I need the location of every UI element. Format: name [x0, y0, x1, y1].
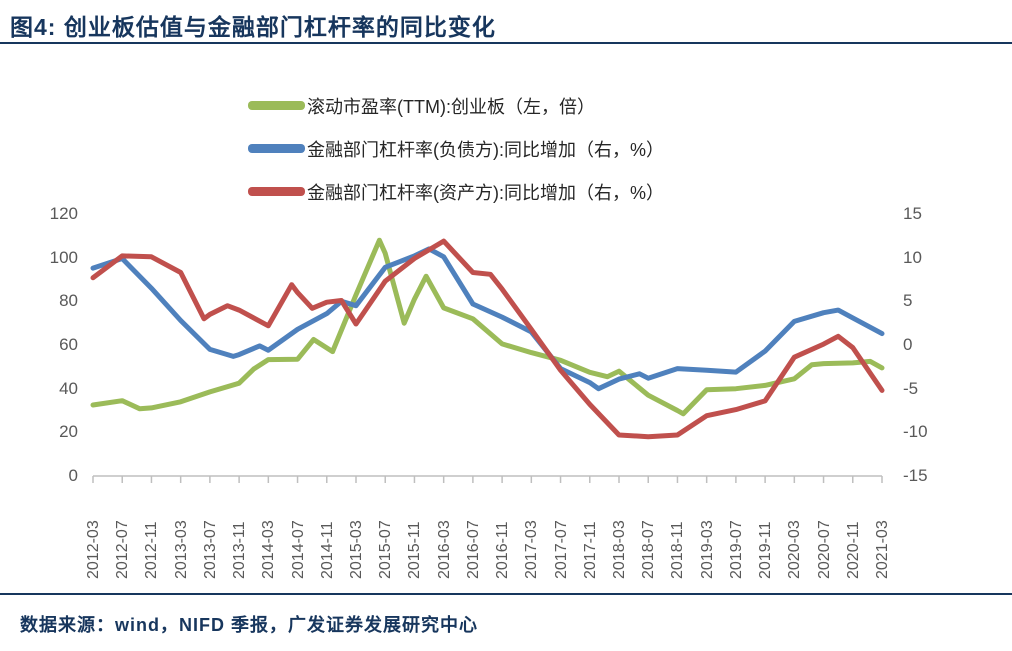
x-axis-label: 2021-03	[874, 520, 891, 579]
x-axis-label: 2019-07	[727, 520, 745, 579]
series-line-2	[90, 238, 885, 440]
y-axis-label-right: -10	[903, 422, 928, 442]
x-axis-label: 2018-11	[669, 521, 687, 579]
legend-swatch-icon	[248, 101, 305, 110]
series-line-1	[90, 246, 885, 392]
x-axis-label: 2018-07	[640, 520, 658, 579]
y-axis-label-left: 100	[49, 247, 78, 267]
legend-item-1: 金融部门杠杆率(负债方):同比增加（右，%）	[248, 127, 664, 170]
y-axis-label-left: 40	[59, 378, 78, 398]
x-axis-label: 2019-11	[757, 521, 775, 579]
legend: 滚动市盈率(TTM):创业板（左，倍） 金融部门杠杆率(负债方):同比增加（右，%…	[248, 84, 664, 213]
x-axis-label: 2013-11	[231, 521, 249, 579]
legend-swatch-icon	[248, 187, 305, 196]
y-axis-label-right: 5	[903, 291, 913, 311]
x-axis-label: 2012-03	[85, 520, 102, 579]
y-axis-label-left: 20	[59, 422, 78, 442]
legend-label: 金融部门杠杆率(资产方):同比增加（右，%）	[307, 182, 664, 203]
x-axis-label: 2014-11	[318, 521, 336, 579]
y-axis-label-left: 120	[49, 204, 78, 223]
title-divider	[0, 42, 1012, 44]
x-axis-label: 2013-07	[201, 520, 219, 579]
x-axis-label: 2020-11	[844, 521, 862, 579]
x-axis-label: 2014-07	[289, 520, 307, 579]
x-axis-label: 2020-07	[815, 520, 833, 579]
legend-swatch-icon	[248, 144, 305, 153]
x-axis-label: 2012-07	[114, 520, 132, 579]
chart-plot	[90, 237, 885, 483]
x-axis-label: 2013-03	[172, 520, 190, 579]
x-axis-label: 2016-03	[435, 520, 453, 579]
x-axis-label: 2016-11	[494, 521, 512, 579]
x-axis-label: 2015-07	[377, 520, 395, 579]
x-axis-label: 2020-03	[786, 520, 804, 579]
legend-item-0: 滚动市盈率(TTM):创业板（左，倍）	[248, 84, 664, 127]
source-note: 数据来源：wind，NIFD 季报，广发证券发展研究中心	[20, 615, 478, 635]
y-axis-label-left: 60	[59, 335, 78, 354]
x-axis-label: 2019-03	[698, 520, 716, 579]
x-axis-label: 2015-11	[406, 521, 424, 579]
y-axis-label-right: 0	[903, 335, 913, 354]
figure-title: 图4: 创业板估值与金融部门杠杆率的同比变化	[10, 14, 496, 40]
footer-divider	[0, 593, 1012, 595]
legend-label: 金融部门杠杆率(负债方):同比增加（右，%）	[307, 139, 664, 160]
y-axis-label-right: -5	[903, 378, 919, 398]
y-axis-label-left: 80	[59, 291, 78, 311]
x-axis-label: 2018-03	[611, 520, 628, 579]
y-axis-label-right: 15	[903, 204, 922, 223]
x-axis-label: 2017-03	[523, 520, 541, 579]
series-line-0	[90, 237, 885, 417]
x-axis-label: 2016-07	[464, 520, 482, 579]
x-axis-label: 2012-11	[143, 521, 161, 579]
x-axis-label: 2017-11	[581, 521, 599, 579]
x-axis-label: 2017-07	[552, 520, 570, 579]
legend-label: 滚动市盈率(TTM):创业板（左，倍）	[307, 96, 595, 117]
x-axis-label: 2015-03	[348, 520, 365, 579]
chart-area: 120 100 80 60 40 20 0 15 10 5 0 -5 -10 -15 2012-03 20…	[0, 190, 1012, 590]
legend-item-2: 金融部门杠杆率(资产方):同比增加（右，%）	[248, 170, 664, 213]
y-axis-label-left: 0	[68, 466, 78, 485]
y-axis-label-right: -15	[903, 466, 928, 485]
y-axis-label-right: 10	[903, 247, 922, 267]
x-axis-label: 2014-03	[260, 520, 278, 579]
